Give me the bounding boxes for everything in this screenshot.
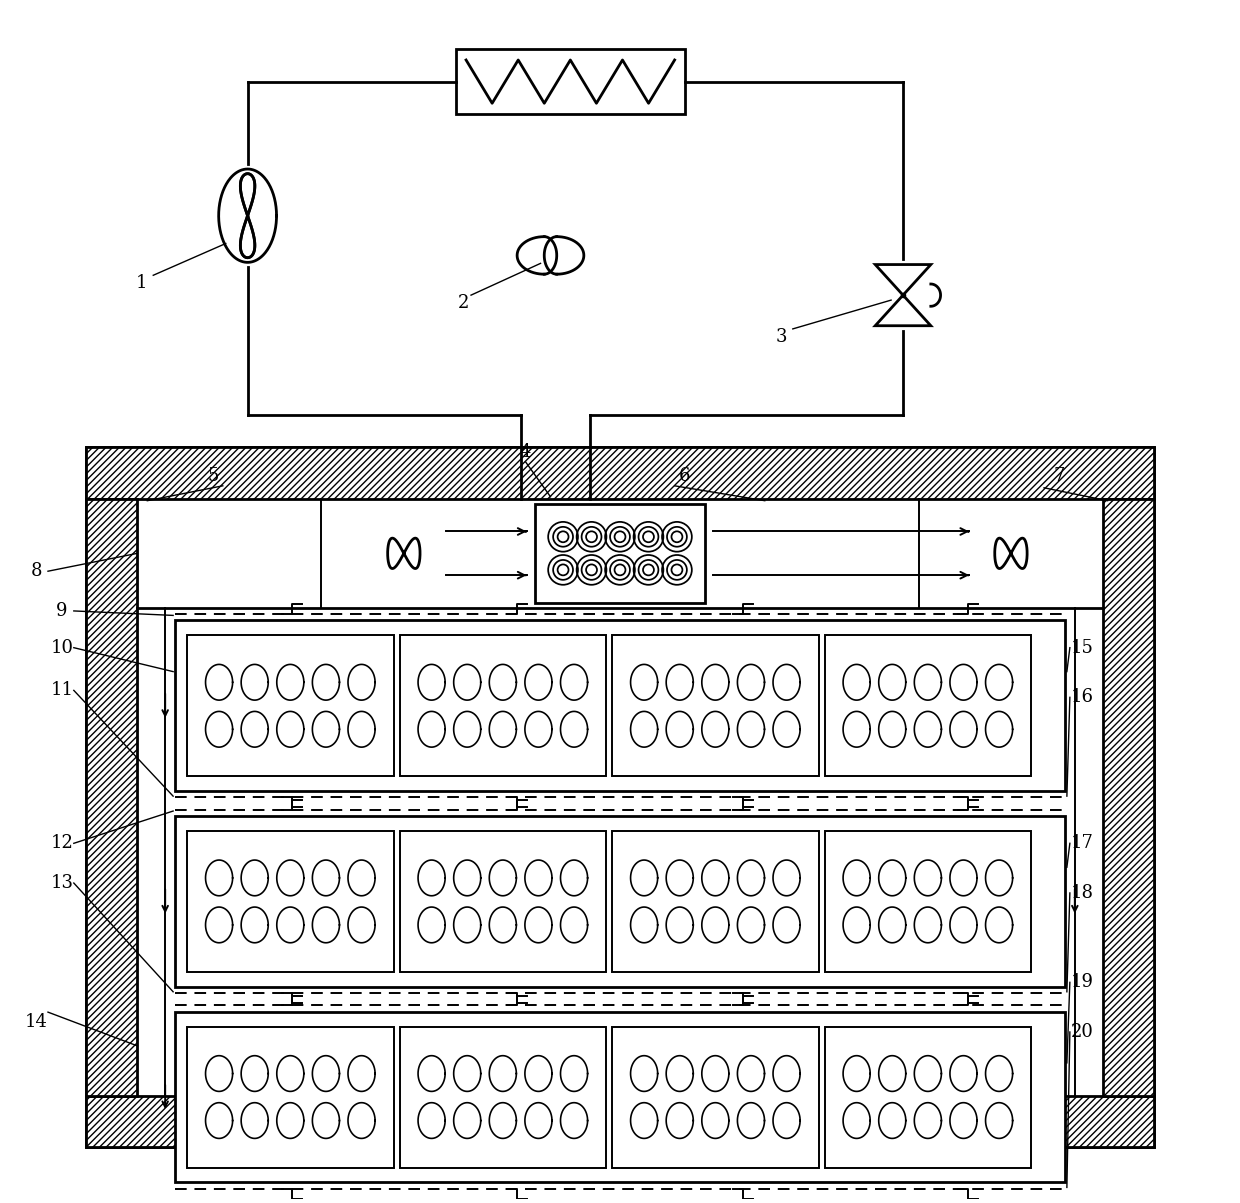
Text: 3: 3: [775, 328, 786, 345]
Bar: [399, 831, 606, 972]
Bar: [86, 448, 1154, 499]
Text: 15: 15: [1070, 639, 1094, 657]
Bar: [456, 49, 684, 114]
Bar: [86, 499, 138, 1096]
Bar: [825, 831, 1032, 972]
Text: 6: 6: [678, 467, 691, 485]
Bar: [399, 635, 606, 776]
Text: 18: 18: [1070, 884, 1094, 902]
Bar: [613, 831, 818, 972]
Text: 12: 12: [51, 835, 73, 852]
Bar: [399, 1026, 606, 1168]
Bar: [86, 448, 1154, 499]
Text: 20: 20: [1070, 1023, 1094, 1041]
Bar: [175, 816, 1065, 986]
Text: 7: 7: [1053, 467, 1065, 485]
Text: 9: 9: [56, 602, 68, 620]
Text: 16: 16: [1070, 688, 1094, 706]
Bar: [86, 1096, 1154, 1148]
Text: 4: 4: [520, 443, 532, 461]
Bar: [613, 635, 818, 776]
Text: 2: 2: [458, 294, 469, 312]
Text: 8: 8: [30, 562, 42, 580]
Bar: [187, 831, 393, 972]
Bar: [187, 635, 393, 776]
Text: 13: 13: [51, 875, 73, 893]
Bar: [613, 1026, 818, 1168]
Text: 10: 10: [51, 639, 73, 657]
Bar: [86, 448, 1154, 1148]
Bar: [175, 621, 1065, 792]
Bar: [825, 1026, 1032, 1168]
Bar: [1102, 499, 1154, 1096]
Text: 5: 5: [207, 467, 218, 485]
Text: 1: 1: [135, 274, 148, 292]
Text: 11: 11: [51, 681, 73, 699]
Text: 19: 19: [1070, 973, 1094, 991]
Bar: [825, 635, 1032, 776]
Text: 14: 14: [25, 1013, 47, 1031]
Text: 17: 17: [1070, 835, 1094, 852]
Bar: [175, 1012, 1065, 1183]
Bar: [187, 1026, 393, 1168]
Bar: [138, 499, 1102, 1096]
Bar: [86, 1096, 1154, 1148]
Bar: [1102, 499, 1154, 1096]
Bar: [534, 504, 706, 603]
Bar: [86, 499, 138, 1096]
